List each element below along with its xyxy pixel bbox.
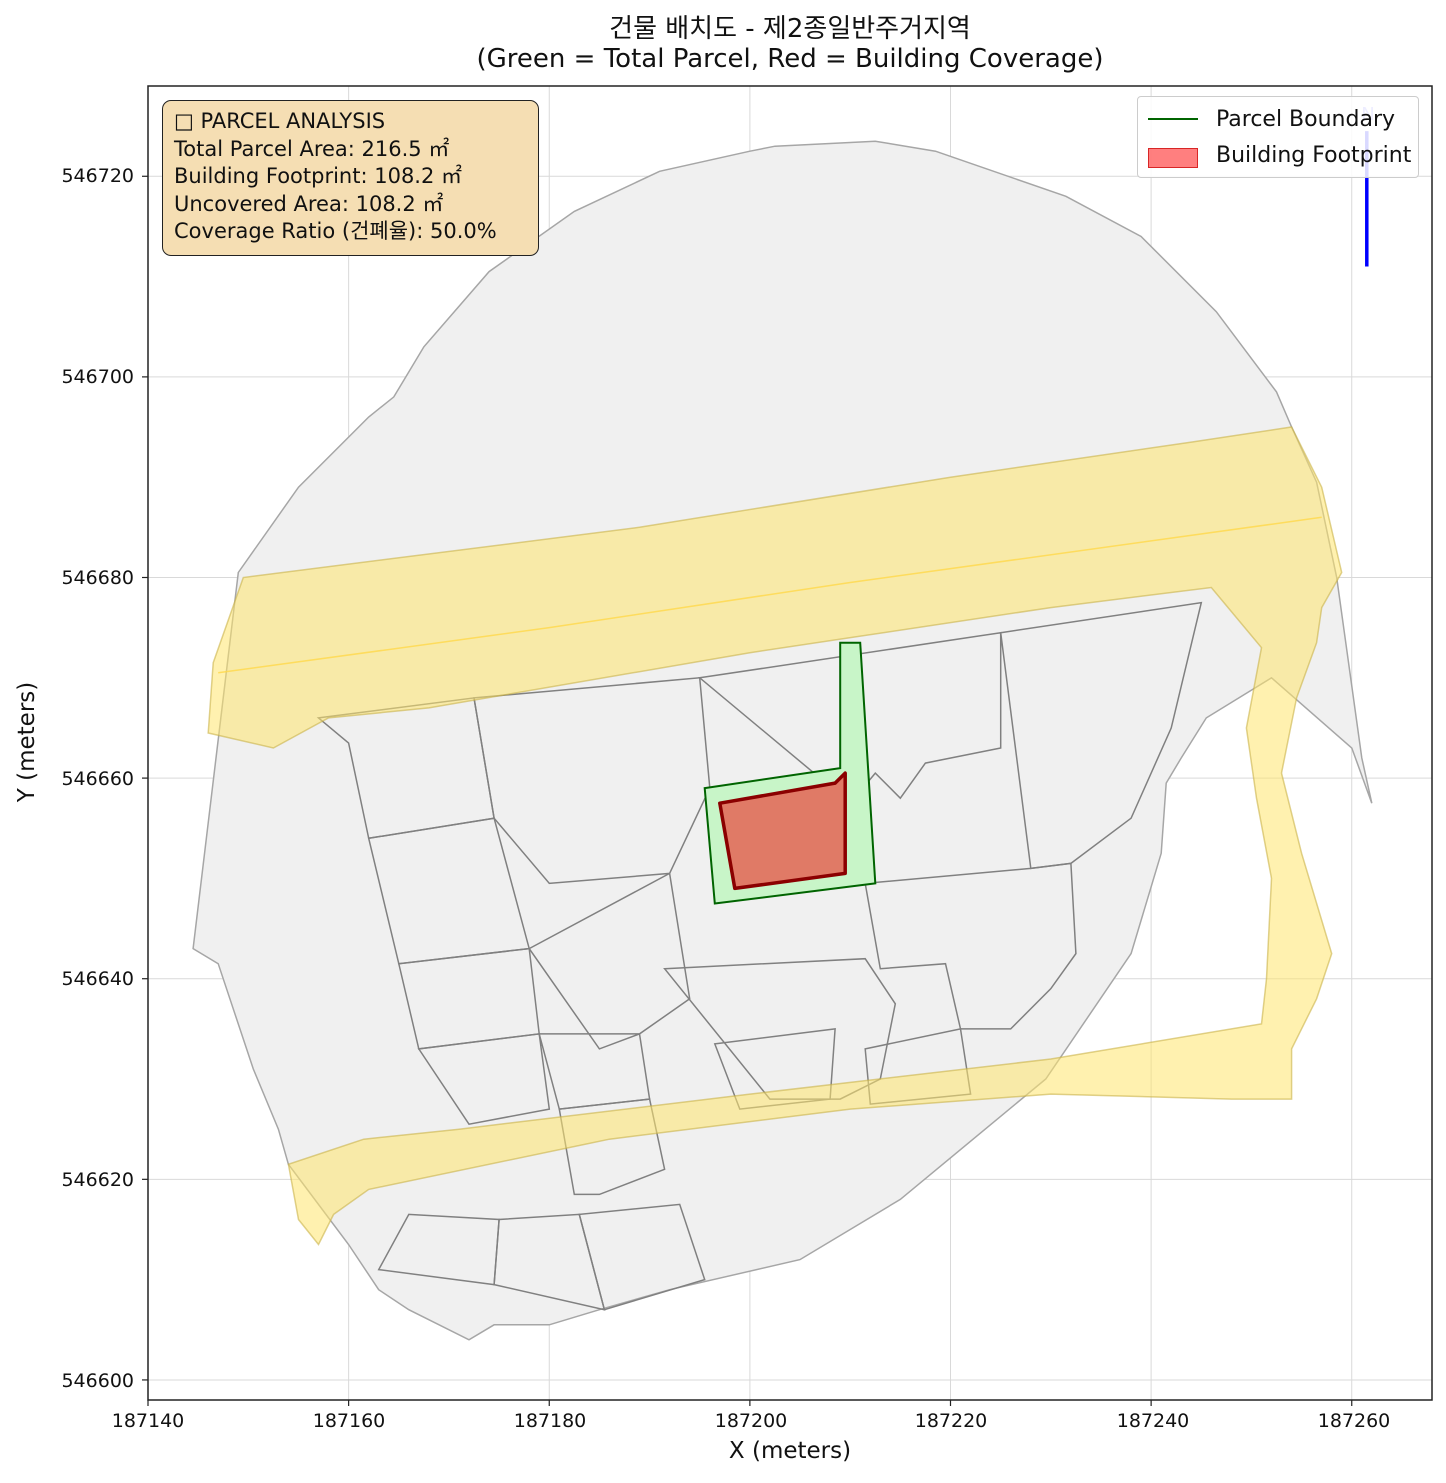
y-tick-label: 546680 [61, 567, 134, 589]
x-tick-label: 187160 [312, 1410, 386, 1432]
legend-item-building: Building Footprint [1148, 140, 1411, 170]
lot-boundary [578, 1203, 706, 1311]
legend-label-building: Building Footprint [1216, 142, 1412, 168]
x-tick-label: 187220 [914, 1410, 988, 1432]
building-polygon [718, 771, 847, 891]
x-tick-label: 187200 [714, 1410, 788, 1432]
x-axis-label: X (meters) [728, 1438, 852, 1464]
tick-marks [142, 175, 1353, 1406]
y-tick-label: 546720 [61, 165, 134, 187]
lot-boundary [864, 862, 1077, 1030]
lot-boundary [558, 1098, 666, 1196]
parcel-line-swatch [1148, 106, 1198, 132]
y-tick-label: 546640 [61, 968, 134, 990]
y-tick-label: 546660 [61, 768, 134, 790]
coverage-ratio: Coverage Ratio (건폐율): 50.0% [174, 219, 497, 243]
plot-frame [147, 85, 1433, 1401]
uncovered-area: Uncovered Area: 108.2 ㎡ [174, 191, 444, 216]
legend-label-parcel: Parcel Boundary [1216, 106, 1396, 132]
map-subtitle: (Green = Total Parcel, Red = Building Co… [476, 44, 1104, 74]
lot-boundary [528, 872, 691, 1050]
x-tick-label: 187260 [1317, 1410, 1391, 1432]
lot-boundary [417, 1033, 551, 1126]
x-tick-label: 187180 [513, 1410, 587, 1432]
y-axis-label: Y (meters) [14, 681, 40, 803]
map-title: 건물 배치도 - 제2종일반주거지역 [609, 14, 971, 44]
x-tick-label: 187140 [111, 1410, 185, 1432]
map-layers [192, 131, 1373, 1341]
road-centerline [218, 516, 1322, 674]
total-parcel-area: Total Parcel Area: 216.5 ㎡ [174, 136, 450, 161]
building-box-swatch [1148, 142, 1198, 168]
y-tick-label: 546620 [61, 1169, 134, 1191]
road-area [207, 426, 1343, 1246]
x-tick-label: 187240 [1116, 1410, 1190, 1432]
y-tick-label: 546600 [61, 1370, 134, 1392]
legend: Parcel Boundary Building Footprint [1137, 96, 1419, 178]
legend-item-parcel: Parcel Boundary [1148, 104, 1395, 134]
info-heading: □ PARCEL ANALYSIS [174, 109, 386, 133]
building-footprint-area: Building Footprint: 108.2 ㎡ [174, 164, 463, 188]
parcel-analysis-box: □ PARCEL ANALYSIS Total Parcel Area: 216… [162, 100, 539, 256]
y-tick-label: 546700 [61, 366, 134, 388]
